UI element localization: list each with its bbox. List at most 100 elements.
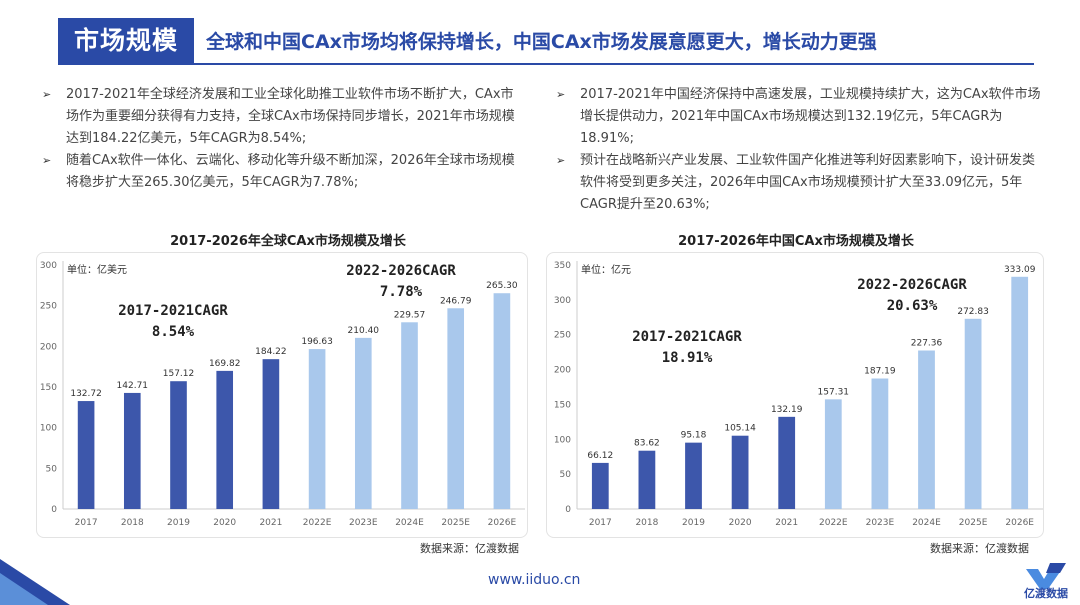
bar	[354, 337, 372, 509]
y-tick-label: 150	[554, 400, 571, 410]
x-tick-label: 2025E	[959, 518, 988, 528]
bar	[685, 442, 702, 509]
bar	[731, 435, 749, 509]
china-bar-chart: 0 50 100 150 200 250 300 350 单位：亿元 66.12 2017 83.62…	[554, 261, 1043, 528]
y-tick-label: 200	[554, 366, 571, 376]
bar-value-label: 272.83	[957, 307, 989, 317]
right-bullet-list: ➢ 2017-2021年中国经济保持中高速发展，工业规模持续扩大，这为CAx软件市…	[556, 84, 1046, 216]
bar	[123, 392, 141, 509]
china-chart-source: 数据来源：亿渡数据	[930, 542, 1029, 555]
x-tick-label: 2017	[589, 518, 612, 528]
brand-name: 亿渡数据	[1024, 587, 1068, 600]
left-bullet-item: ➢ 2017-2021年全球经济发展和工业全球化助推工业软件市场不断扩大，CAx市…	[42, 84, 524, 150]
x-tick-label: 2019	[682, 518, 705, 528]
global-bar-chart: 0 50 100 150 200 250 300 单位：亿美元 132.72 2017 142.71…	[40, 261, 525, 528]
right-bullet-item: ➢ 预计在战略新兴产业发展、工业软件国产化推进等利好因素影响下，设计研发类软件将受…	[556, 150, 1046, 216]
bar	[1011, 276, 1029, 509]
unit-label: 单位：亿美元	[67, 263, 127, 276]
y-tick-label: 100	[40, 424, 57, 434]
bar	[447, 308, 465, 509]
y-tick-label: 0	[565, 505, 571, 515]
left-bullet-text: 随着CAx软件一体化、云端化、移动化等升级不断加深，2026年全球市场规模将稳步…	[66, 153, 515, 190]
bar	[778, 416, 796, 509]
china-chart-panel: 0 50 100 150 200 250 300 350 单位：亿元 66.12 2017 83.62…	[546, 252, 1044, 538]
x-tick-label: 2023E	[866, 518, 895, 528]
right-bullet-text: 预计在战略新兴产业发展、工业软件国产化推进等利好因素影响下，设计研发类软件将受到…	[580, 153, 1036, 212]
x-tick-label: 2023E	[349, 518, 378, 528]
x-tick-label: 2020	[729, 518, 752, 528]
y-tick-label: 50	[46, 464, 58, 474]
bar-value-label: 229.57	[394, 310, 426, 320]
y-tick-label: 0	[51, 505, 57, 515]
x-tick-label: 2024E	[395, 518, 424, 528]
bar	[401, 322, 418, 509]
y-tick-label: 300	[554, 296, 571, 306]
y-tick-label: 200	[40, 342, 57, 352]
global-chart-panel: 0 50 100 150 200 250 300 单位：亿美元 132.72 2017 142.71…	[36, 252, 528, 538]
y-tick-label: 100	[554, 435, 571, 445]
bar-value-label: 210.40	[348, 326, 380, 336]
x-tick-label: 2022E	[303, 518, 332, 528]
x-tick-label: 2026E	[488, 518, 517, 528]
website-link[interactable]: www.iiduo.cn	[488, 572, 581, 588]
y-tick-label: 150	[40, 383, 57, 393]
bar-value-label: 333.09	[1004, 265, 1036, 275]
x-tick-label: 2019	[167, 518, 190, 528]
bar	[170, 381, 187, 509]
bar	[964, 318, 982, 509]
bar-value-label: 132.19	[771, 405, 803, 415]
y-tick-label: 50	[560, 470, 572, 480]
cagr-annotation-period: 2022-2026CAGR	[857, 277, 967, 293]
x-tick-label: 2025E	[441, 518, 470, 528]
bar-value-label: 184.22	[255, 347, 287, 357]
left-bullet-text: 2017-2021年全球经济发展和工业全球化助推工业软件市场不断扩大，CAx市场…	[66, 87, 515, 146]
cagr-annotation-value: 20.63%	[887, 298, 938, 314]
arrow-bullet-icon: ➢	[42, 154, 52, 167]
cagr-annotation-value: 8.54%	[152, 324, 195, 340]
bar	[824, 399, 842, 509]
x-tick-label: 2021	[775, 518, 798, 528]
y-tick-label: 300	[40, 261, 57, 271]
bar-value-label: 66.12	[587, 451, 613, 461]
bar-value-label: 265.30	[486, 281, 518, 291]
brand-logo-icon	[1026, 563, 1066, 589]
x-tick-label: 2018	[635, 518, 658, 528]
bar	[493, 293, 511, 509]
y-tick-label: 350	[554, 261, 571, 271]
bar	[262, 359, 280, 509]
header-divider	[58, 63, 1034, 65]
bar-value-label: 196.63	[301, 337, 333, 347]
x-tick-label: 2026E	[1005, 518, 1034, 528]
bar	[308, 349, 326, 509]
x-tick-label: 2021	[259, 518, 282, 528]
cagr-annotation-period: 2017-2021CAGR	[118, 303, 228, 319]
global-chart-title: 2017-2026年全球CAx市场规模及增长	[170, 234, 406, 249]
bar	[77, 401, 95, 509]
right-bullet-item: ➢ 2017-2021年中国经济保持中高速发展，工业规模持续扩大，这为CAx软件市…	[556, 84, 1046, 150]
arrow-bullet-icon: ➢	[42, 88, 52, 101]
x-tick-label: 2017	[75, 518, 98, 528]
bar-value-label: 246.79	[440, 296, 472, 306]
cagr-annotation-period: 2017-2021CAGR	[632, 329, 742, 345]
y-tick-label: 250	[40, 302, 57, 312]
bar-value-label: 95.18	[681, 431, 707, 441]
bar	[591, 462, 609, 509]
y-tick-label: 250	[554, 331, 571, 341]
left-bullet-list: ➢ 2017-2021年全球经济发展和工业全球化助推工业软件市场不断扩大，CAx市…	[42, 84, 524, 194]
global-chart-source: 数据来源：亿渡数据	[420, 542, 519, 555]
bar-value-label: 187.19	[864, 367, 896, 377]
page-headline: 全球和中国CAx市场均将保持增长，中国CAx市场发展意愿更大，增长动力更强	[206, 31, 877, 53]
right-bullet-text: 2017-2021年中国经济保持中高速发展，工业规模持续扩大，这为CAx软件市场…	[580, 87, 1041, 146]
china-chart-title: 2017-2026年中国CAx市场规模及增长	[678, 234, 914, 249]
bar-value-label: 142.71	[117, 381, 149, 391]
section-tag: 市场规模	[58, 18, 194, 64]
cagr-annotation-value: 18.91%	[662, 350, 713, 366]
bar-value-label: 157.12	[163, 369, 195, 379]
bar-value-label: 83.62	[634, 439, 660, 449]
bar-value-label: 105.14	[724, 424, 756, 434]
x-tick-label: 2020	[213, 518, 236, 528]
bar-value-label: 169.82	[209, 359, 241, 369]
bar	[918, 350, 935, 509]
bar	[216, 370, 234, 509]
arrow-bullet-icon: ➢	[556, 88, 566, 101]
